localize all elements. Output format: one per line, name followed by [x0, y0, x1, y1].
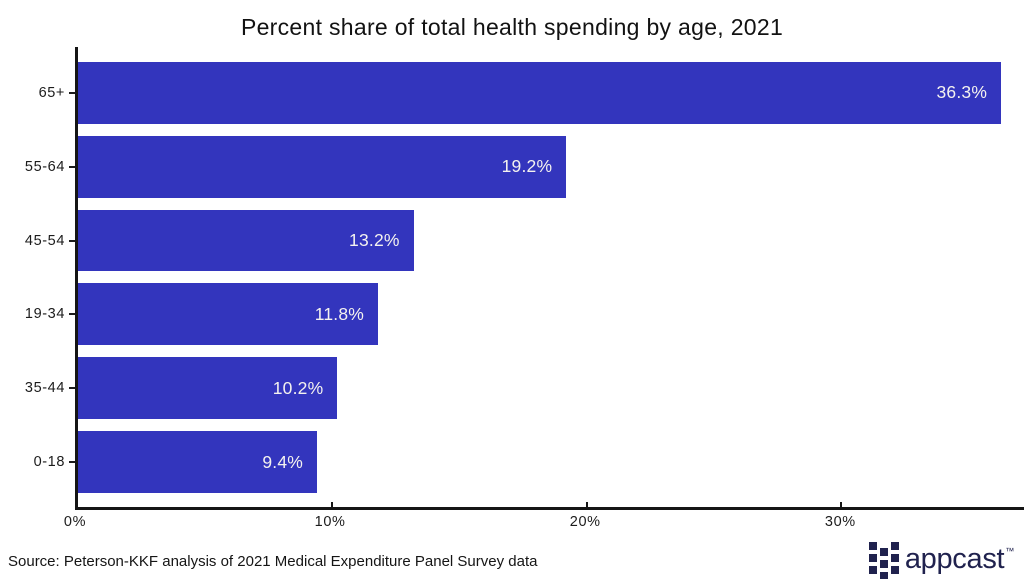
- y-axis-label-row: 65+: [0, 62, 75, 124]
- y-axis-labels: 65+ 55-64 45-54 19-34 35-44 0-18: [0, 47, 75, 507]
- y-axis-label-row: 55-64: [0, 136, 75, 198]
- bars-container: 36.3% 19.2% 13.2% 11.8% 10.2% 9.4%: [78, 47, 1024, 507]
- chart-title: Percent share of total health spending b…: [240, 14, 784, 40]
- bar-55-64: 19.2%: [78, 135, 567, 198]
- x-axis-tick: [585, 502, 588, 507]
- bar-value-label: 11.8%: [314, 303, 365, 324]
- x-axis-tick-label: 10%: [314, 514, 346, 530]
- category-label: 65+: [38, 84, 65, 101]
- y-axis-label-row: 35-44: [0, 357, 75, 419]
- appcast-grid-icon: [868, 542, 899, 579]
- plot-area: 36.3% 19.2% 13.2% 11.8% 10.2% 9.4%: [75, 47, 1024, 510]
- y-axis-tick: [69, 165, 75, 168]
- category-label: 35-44: [24, 380, 65, 397]
- y-axis-tick: [69, 91, 75, 94]
- bar-value-label: 13.2%: [349, 230, 400, 251]
- y-axis-tick: [69, 313, 75, 316]
- bar-0-18: 9.4%: [78, 431, 318, 493]
- bar-row: 36.3%: [78, 62, 1024, 124]
- bar-value-label: 10.2%: [272, 377, 324, 398]
- bar-19-34: 11.8%: [78, 283, 379, 346]
- trademark-symbol: ™: [1005, 545, 1014, 556]
- y-axis-tick: [69, 239, 75, 242]
- bar-row: 10.2%: [78, 357, 1024, 420]
- category-label: 19-34: [24, 306, 65, 323]
- bar-45-54: 13.2%: [78, 209, 414, 272]
- y-axis-label-row: 45-54: [0, 210, 75, 272]
- x-axis-tick-label: 0%: [63, 514, 87, 530]
- bar-row: 9.4%: [78, 431, 1024, 493]
- category-label: 0-18: [33, 454, 65, 471]
- x-axis-tick-labels: 0% 10% 20% 30%: [64, 514, 1024, 534]
- y-axis-tick: [69, 461, 75, 464]
- bar-row: 19.2%: [78, 135, 1024, 198]
- bar-row: 11.8%: [78, 283, 1024, 346]
- x-axis-tick-label: 20%: [569, 514, 601, 530]
- category-label: 55-64: [24, 158, 65, 175]
- bar-value-label: 19.2%: [501, 156, 553, 177]
- y-axis-label-row: 19-34: [0, 283, 75, 345]
- y-axis-label-row: 0-18: [0, 431, 75, 493]
- bar-35-44: 10.2%: [78, 357, 338, 420]
- y-axis-tick: [69, 387, 75, 390]
- appcast-wordmark: appcast: [904, 542, 1005, 575]
- appcast-logo: appcast ™: [868, 539, 1014, 579]
- source-caption: Source: Peterson-KKF analysis of 2021 Me…: [8, 553, 538, 570]
- x-axis-tick: [331, 502, 334, 507]
- bar-row: 13.2%: [78, 209, 1024, 272]
- bar-65+: 36.3%: [78, 62, 1002, 124]
- appcast-logo-text: appcast ™: [904, 542, 1014, 575]
- x-axis-tick-label: 30%: [824, 514, 856, 530]
- category-label: 45-54: [24, 232, 65, 249]
- bar-value-label: 9.4%: [262, 451, 304, 472]
- x-axis-tick: [839, 502, 842, 507]
- bar-value-label: 36.3%: [936, 82, 988, 103]
